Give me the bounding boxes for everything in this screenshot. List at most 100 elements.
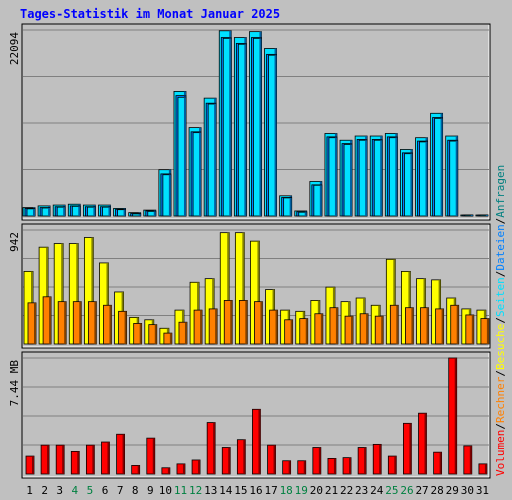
bar-shade — [199, 132, 202, 216]
bar-seiten-day-6 — [102, 206, 111, 217]
bar-seiten-day-2 — [41, 207, 51, 217]
x-tick-label: 11 — [174, 484, 187, 497]
x-tick-label: 17 — [264, 484, 277, 497]
bar-shade — [48, 208, 51, 216]
x-tick-label: 12 — [189, 484, 202, 497]
bar-shade — [273, 445, 276, 474]
bar-volumen-day-13 — [206, 422, 216, 475]
bar-rechner-day-17 — [269, 309, 278, 345]
x-tick-label: 21 — [325, 484, 338, 497]
bar-volumen-day-29 — [448, 357, 458, 475]
x-tick-label: 4 — [72, 484, 79, 497]
legend-separator: / — [494, 370, 507, 377]
bar-shade — [260, 301, 263, 344]
bar-shade — [109, 305, 112, 344]
bar-volumen-day-17 — [267, 444, 276, 475]
bar-seiten-day-26 — [404, 153, 413, 217]
bar-shade — [305, 318, 308, 344]
bar-volumen-day-1 — [25, 455, 35, 475]
bar-shade — [107, 442, 110, 474]
bar-shade — [33, 208, 35, 216]
x-tick-label: 5 — [87, 484, 94, 497]
bar-shade — [470, 215, 473, 216]
bar-seiten-day-1 — [26, 208, 36, 217]
bar-volumen-day-22 — [342, 457, 352, 475]
x-tick-label: 22 — [340, 484, 353, 497]
x-tick-label: 28 — [431, 484, 444, 497]
bar-rechner-day-1 — [27, 302, 37, 345]
bar-shade — [245, 300, 248, 344]
bar-shade — [152, 438, 155, 474]
bar-volumen-day-14 — [221, 447, 231, 475]
bar-shade — [167, 467, 170, 474]
bar-rechner-day-5 — [87, 301, 97, 345]
legend-seiten: Seiten — [494, 277, 507, 317]
bar-rechner-day-12 — [193, 309, 203, 345]
bar-shade — [364, 447, 367, 474]
bar-rechner-day-16 — [254, 301, 263, 345]
bar-shade — [365, 140, 368, 216]
bar-seiten-day-19 — [298, 211, 308, 217]
bar-seiten-day-10 — [162, 174, 172, 217]
bar-rechner-day-10 — [163, 332, 173, 345]
bar-volumen-day-5 — [85, 444, 95, 475]
bar-seiten-day-14 — [222, 37, 232, 217]
bar-shade — [49, 296, 52, 344]
x-tick-label: 8 — [132, 484, 139, 497]
bar-shade — [184, 322, 187, 344]
bar-rechner-day-31 — [480, 318, 490, 345]
bar-volumen-day-15 — [236, 439, 246, 475]
bar-shade — [395, 137, 398, 216]
legend-separator: / — [494, 271, 507, 278]
bar-shade — [425, 141, 428, 216]
series-volumen — [25, 357, 488, 475]
bar-shade — [471, 314, 474, 344]
bar-seiten-day-30 — [464, 214, 474, 217]
legend-dateien: Dateien — [494, 224, 507, 270]
bar-shade — [215, 308, 218, 344]
bar-shade — [439, 452, 442, 474]
bar-volumen-day-3 — [55, 444, 65, 475]
bar-rechner-day-14 — [223, 300, 233, 345]
bar-shade — [168, 174, 171, 216]
bar-shade — [230, 300, 233, 344]
bar-shade — [46, 247, 49, 344]
bar-shade — [91, 237, 94, 344]
bar-shade — [351, 316, 354, 344]
bar-volumen-day-23 — [357, 447, 367, 475]
panel-max-label: 942 — [8, 232, 21, 252]
bar-shade — [214, 104, 217, 216]
bar-shade — [454, 358, 457, 474]
bar-shade — [381, 316, 384, 344]
bar-shade — [62, 445, 65, 474]
bar-seiten-day-18 — [283, 197, 293, 217]
bar-shade — [349, 457, 352, 474]
bar-volumen-day-7 — [116, 433, 125, 475]
bar-shade — [318, 447, 321, 474]
bar-rechner-day-23 — [359, 313, 369, 345]
legend-rechner: Rechner — [494, 376, 507, 423]
bar-shade — [78, 206, 81, 216]
bar-seiten-day-21 — [328, 137, 338, 217]
x-tick-label: 2 — [41, 484, 48, 497]
x-tick-label: 14 — [219, 484, 233, 497]
panel-frame — [21, 351, 491, 479]
x-tick-label: 3 — [56, 484, 63, 497]
legend-text: Volumen/Rechner/Besuche/Seiten/Dateien/A… — [494, 165, 507, 476]
legend-separator: / — [494, 218, 507, 225]
bar-volumen-day-2 — [40, 444, 50, 475]
bar-seiten-day-25 — [388, 137, 398, 217]
bar-seiten-day-8 — [132, 213, 142, 217]
panel-max-label: 7.44 MB — [8, 360, 21, 407]
bar-volumen-day-28 — [433, 451, 443, 475]
x-tick-label: 29 — [446, 484, 459, 497]
bar-shade — [198, 459, 201, 474]
bar-shade — [61, 243, 64, 344]
bar-shade — [289, 197, 292, 216]
bar-shade — [424, 413, 427, 474]
bar-shade — [47, 445, 50, 474]
bar-rechner-day-15 — [238, 300, 248, 345]
bar-shade — [32, 456, 34, 474]
x-tick-label: 9 — [147, 484, 154, 497]
bar-shade — [92, 445, 95, 474]
